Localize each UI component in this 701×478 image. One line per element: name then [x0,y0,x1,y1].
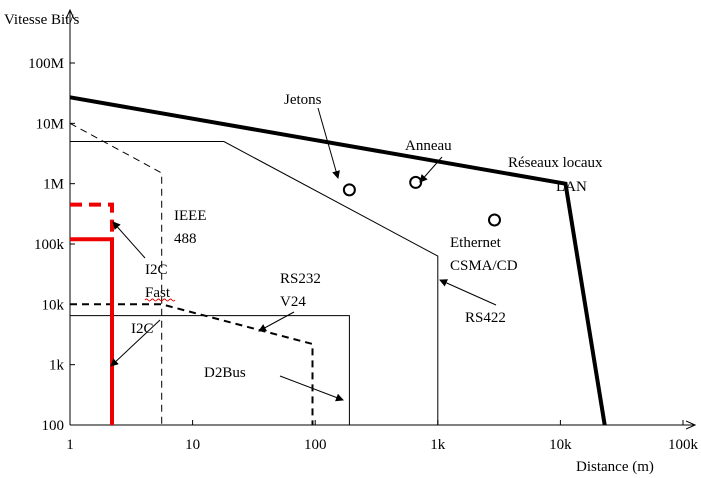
series-i2c [70,237,114,425]
x-tick-label: 100k [668,437,699,453]
x-tick-label: 10 [185,437,200,453]
x-tick-label: 1 [66,437,74,453]
arrow-i2c-fast [112,221,146,259]
y-tick-label: 100M [28,56,64,72]
label-ieee: IEEE [174,208,206,224]
label-rs422: RS422 [465,310,506,326]
arrow-jetons [317,107,340,179]
series-rs422 [70,141,439,425]
x-tick-label: 1k [430,437,446,453]
spellcheck-underline [144,298,176,302]
y-tick-label: 1M [43,177,64,193]
y-tick-label: 100 [42,418,65,434]
label-d2bus: D2Bus [204,365,246,381]
label-lan: LAN [556,179,587,195]
label-jetons: Jetons [284,92,322,108]
label-ethernet: Ethernet [450,235,502,251]
markers [342,175,501,227]
arrow-rs232 [258,311,295,332]
arrow-i2c [110,319,161,367]
callout-arrows [110,107,497,402]
label-csma-cd: CSMA/CD [450,258,518,274]
label-i2c: I2C [131,321,154,337]
label-i2c-fast-1: I2C [145,262,168,278]
series-rs232 [70,303,314,425]
arrow-d2bus [279,375,344,402]
arrow-rs422 [439,279,497,306]
label-i2c-fast-2: Fast [145,285,171,301]
label-reseaux-locaux: Réseaux locaux [508,155,603,171]
arrow-anneau [419,156,443,183]
series-lan [69,95,607,426]
y-axis-title: Vitesse Bit/s [4,12,80,28]
marker-circle [342,183,356,197]
label-anneau: Anneau [405,138,452,154]
x-tick-label: 10k [549,437,572,453]
y-tick-label: 1k [49,358,65,374]
series-d2bus [70,315,350,425]
label-rs232: RS232 [280,271,321,287]
x-tick-label: 100 [304,437,327,453]
series [69,95,607,426]
label-v24: V24 [280,294,306,310]
y-tick-label: 10M [36,116,64,132]
annotations: Jetons Anneau Réseaux locaux LAN IEEE 48… [131,92,603,381]
y-tick-label: 100k [34,237,65,253]
y-tick-label: 10k [42,297,65,313]
label-488: 488 [174,231,197,247]
marker-circle [409,175,423,189]
x-axis-title: Distance (m) [576,459,654,475]
marker-circle [487,213,501,227]
series-i2c-fast [70,202,114,425]
